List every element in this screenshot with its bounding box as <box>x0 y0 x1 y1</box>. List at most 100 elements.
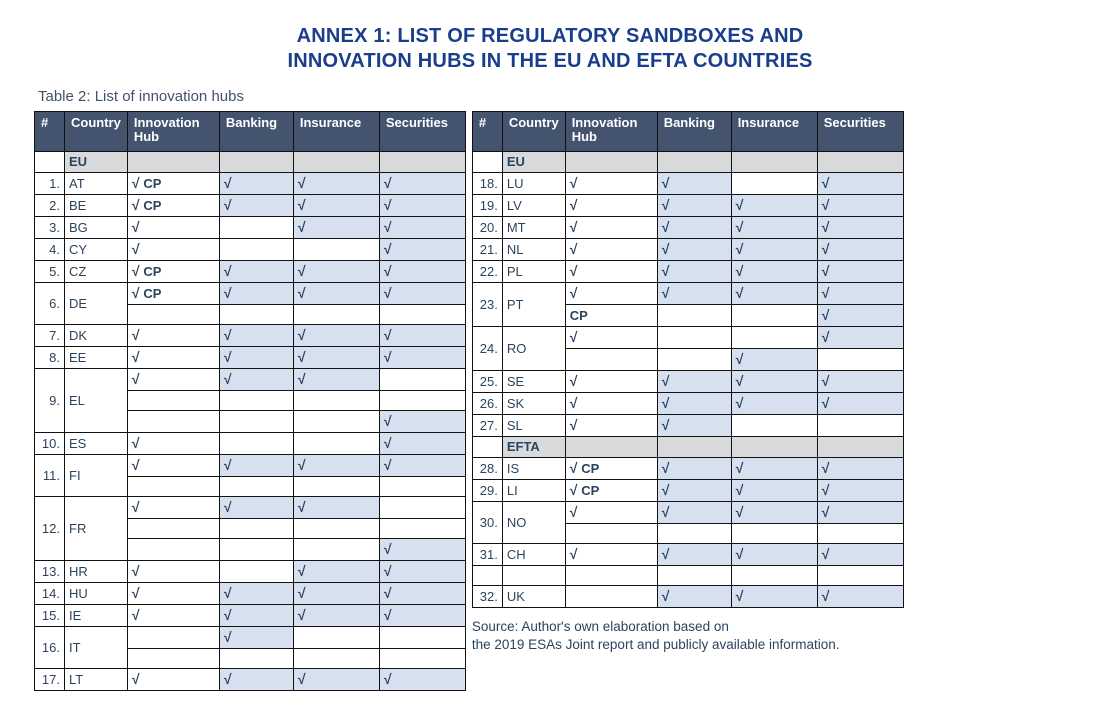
table-cell: √ <box>731 371 817 393</box>
col-hub: Innovation Hub <box>565 112 657 152</box>
table-cell <box>472 566 502 586</box>
col-banking: Banking <box>657 112 731 152</box>
table-cell: NL <box>502 239 565 261</box>
table-cell: 31. <box>472 544 502 566</box>
col-num: # <box>472 112 502 152</box>
table-cell: √ <box>379 173 465 195</box>
table-cell <box>127 152 219 173</box>
table-cell: ES <box>65 433 128 455</box>
col-securities: Securities <box>817 112 903 152</box>
table-cell: 21. <box>472 239 502 261</box>
table-cell <box>731 327 817 349</box>
table-cell: DK <box>65 325 128 347</box>
table-row: 11.FI√√√√ <box>35 455 466 477</box>
title-line-2: INNOVATION HUBS IN THE EU AND EFTA COUNT… <box>287 50 812 72</box>
table-cell: 15. <box>35 605 65 627</box>
col-insurance: Insurance <box>293 112 379 152</box>
table-cell: √ <box>293 173 379 195</box>
table-cell: SL <box>502 415 565 437</box>
table-cell <box>293 239 379 261</box>
table-cell: √ <box>379 347 465 369</box>
table-cell <box>657 305 731 327</box>
table-cell: √ <box>731 586 817 608</box>
table-head: # Country Innovation Hub Banking Insuran… <box>472 112 903 152</box>
table-row: 25.SE√√√√ <box>472 371 903 393</box>
table-cell: 4. <box>35 239 65 261</box>
col-banking: Banking <box>219 112 293 152</box>
table-cell <box>127 539 219 561</box>
table-cell <box>502 566 565 586</box>
table-cell: √ <box>731 502 817 524</box>
table-row: 26.SK√√√√ <box>472 393 903 415</box>
table-cell: √ <box>379 325 465 347</box>
table-cell <box>379 305 465 325</box>
table-cell <box>127 411 219 433</box>
table-cell <box>731 305 817 327</box>
hubs-table-left: # Country Innovation Hub Banking Insuran… <box>34 111 466 691</box>
table-caption: Table 2: List of innovation hubs <box>38 88 1066 105</box>
table-row: 14.HU√√√√ <box>35 583 466 605</box>
table-cell: 6. <box>35 283 65 325</box>
table-cell: √ <box>379 283 465 305</box>
table-row: 5.CZ√ CP√√√ <box>35 261 466 283</box>
table-cell: √ <box>219 497 293 519</box>
table-cell: √ <box>127 455 219 477</box>
table-cell: √ <box>219 627 293 649</box>
table-cell: LI <box>502 480 565 502</box>
table-cell: √ <box>219 261 293 283</box>
table-cell: √ <box>379 605 465 627</box>
table-cell: √ <box>293 261 379 283</box>
table-cell <box>293 305 379 325</box>
table-row: 2.BE√ CP√√√ <box>35 195 466 217</box>
table-cell: √ <box>817 393 903 415</box>
table-cell: 5. <box>35 261 65 283</box>
table-cell: LT <box>65 669 128 691</box>
table-cell <box>127 391 219 411</box>
table-cell: √ <box>817 239 903 261</box>
table-cell: √ <box>657 544 731 566</box>
table-cell: 8. <box>35 347 65 369</box>
table-cell: √ <box>127 325 219 347</box>
table-cell: √ <box>817 173 903 195</box>
table-cell: LU <box>502 173 565 195</box>
table-row: EU <box>472 152 903 173</box>
page: ANNEX 1: LIST OF REGULATORY SANDBOXES AN… <box>0 0 1100 715</box>
table-cell: CY <box>65 239 128 261</box>
table-cell: √ <box>565 544 657 566</box>
table-cell: √ <box>293 347 379 369</box>
table-cell: √ <box>565 327 657 349</box>
table-cell <box>219 433 293 455</box>
table-cell: √ <box>731 458 817 480</box>
table-cell <box>817 152 903 173</box>
table-cell: 22. <box>472 261 502 283</box>
table-cell: 16. <box>35 627 65 669</box>
table-cell: √ <box>657 261 731 283</box>
table-cell: √ <box>565 173 657 195</box>
table-cell: FR <box>65 497 128 561</box>
table-cell: 29. <box>472 480 502 502</box>
table-cell <box>731 415 817 437</box>
table-cell: √ <box>293 605 379 627</box>
table-cell: IE <box>65 605 128 627</box>
table-cell <box>379 477 465 497</box>
col-num: # <box>35 112 65 152</box>
table-cell: √ <box>219 173 293 195</box>
table-cell: √ <box>565 283 657 305</box>
table-row: 30.NO√√√√ <box>472 502 903 524</box>
table-cell <box>817 524 903 544</box>
table-cell <box>127 477 219 497</box>
table-cell: PT <box>502 283 565 327</box>
table-cell <box>219 539 293 561</box>
table-cell <box>293 477 379 497</box>
table-cell: IT <box>65 627 128 669</box>
table-cell: √ <box>817 544 903 566</box>
tables-wrap: # Country Innovation Hub Banking Insuran… <box>34 111 1066 691</box>
table-cell <box>379 497 465 519</box>
table-cell: √ <box>731 261 817 283</box>
table-cell: √ <box>657 415 731 437</box>
table-cell <box>379 369 465 391</box>
table-cell: CZ <box>65 261 128 283</box>
table-cell: √ <box>293 497 379 519</box>
table-cell: √ <box>219 325 293 347</box>
table-cell: 23. <box>472 283 502 327</box>
